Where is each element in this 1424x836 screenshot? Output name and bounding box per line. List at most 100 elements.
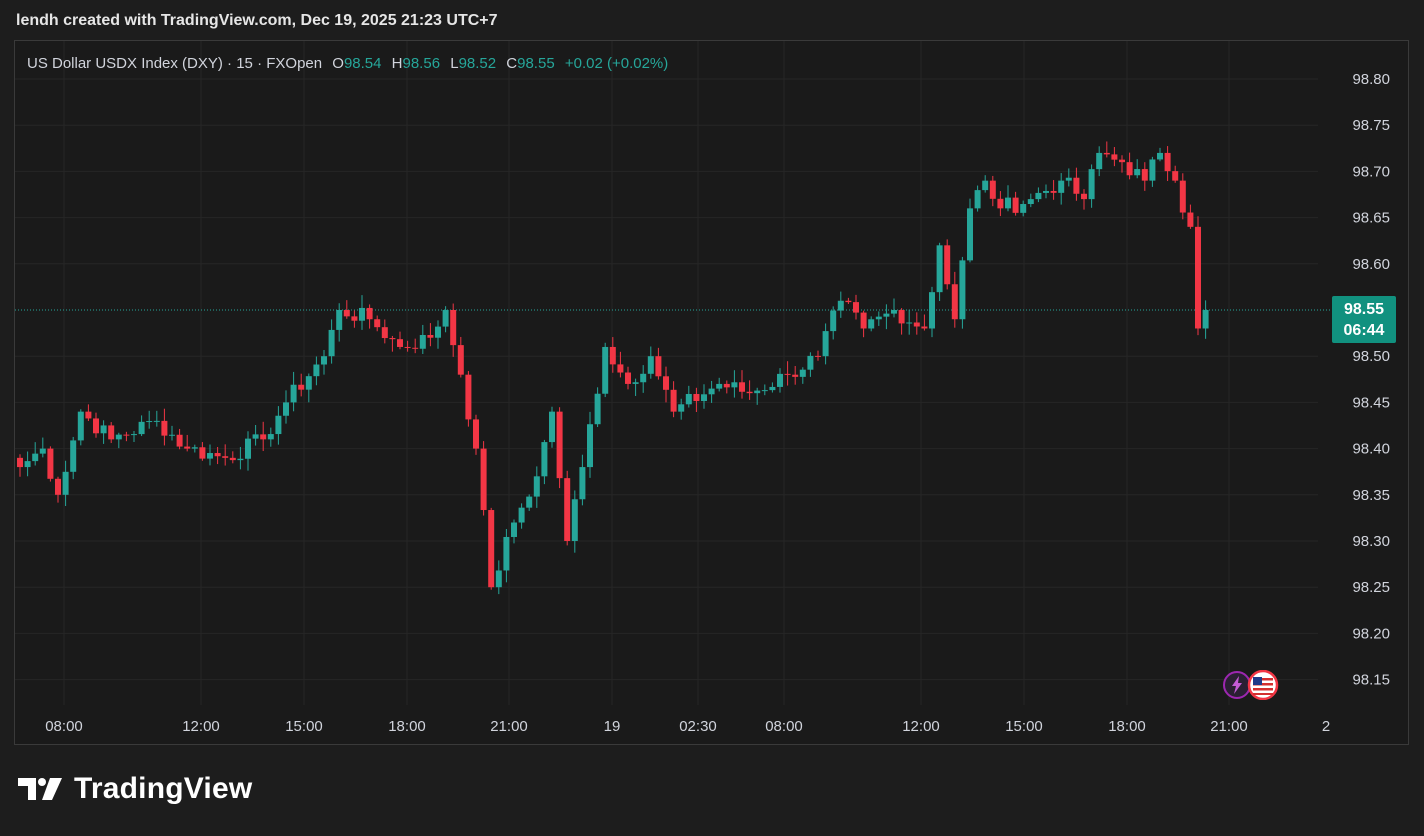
candle[interactable] bbox=[290, 371, 297, 412]
candle[interactable] bbox=[260, 421, 267, 452]
candle[interactable] bbox=[427, 323, 434, 347]
candle[interactable] bbox=[123, 431, 130, 442]
candle[interactable] bbox=[313, 356, 320, 386]
candle[interactable] bbox=[404, 340, 411, 352]
candle[interactable] bbox=[587, 411, 593, 478]
candle[interactable] bbox=[549, 406, 555, 448]
candle[interactable] bbox=[967, 198, 973, 263]
candle[interactable] bbox=[579, 454, 586, 506]
candle[interactable] bbox=[1088, 164, 1095, 208]
candle[interactable] bbox=[191, 444, 198, 453]
candle[interactable] bbox=[55, 476, 61, 503]
candle[interactable] bbox=[1065, 168, 1072, 187]
candle[interactable] bbox=[731, 370, 738, 398]
candle[interactable] bbox=[1073, 167, 1080, 201]
us-flag-icon[interactable] bbox=[1247, 669, 1279, 701]
candle[interactable] bbox=[723, 380, 730, 394]
candle[interactable] bbox=[32, 442, 39, 466]
candle[interactable] bbox=[39, 437, 46, 458]
candle[interactable] bbox=[169, 425, 175, 441]
candle[interactable] bbox=[1111, 147, 1118, 167]
candle[interactable] bbox=[526, 494, 533, 511]
candle[interactable] bbox=[853, 294, 859, 320]
candle[interactable] bbox=[701, 384, 707, 409]
candle[interactable] bbox=[24, 451, 31, 477]
candle[interactable] bbox=[541, 439, 548, 485]
candle[interactable] bbox=[229, 451, 236, 464]
candle[interactable] bbox=[1012, 191, 1019, 216]
candle[interactable] bbox=[792, 366, 799, 385]
economic-events[interactable] bbox=[1222, 669, 1282, 701]
candle[interactable] bbox=[419, 324, 426, 354]
candle[interactable] bbox=[1172, 165, 1179, 183]
candle[interactable] bbox=[176, 428, 183, 450]
candle[interactable] bbox=[837, 291, 844, 318]
candle[interactable] bbox=[214, 446, 221, 465]
candle[interactable] bbox=[412, 338, 419, 354]
candle[interactable] bbox=[921, 314, 928, 331]
candle[interactable] bbox=[381, 319, 388, 344]
candle[interactable] bbox=[754, 387, 761, 405]
candle[interactable] bbox=[625, 366, 631, 390]
candle[interactable] bbox=[906, 309, 913, 335]
candle[interactable] bbox=[891, 298, 897, 318]
candle[interactable] bbox=[784, 361, 791, 386]
candle[interactable] bbox=[1187, 204, 1194, 229]
candle[interactable] bbox=[153, 410, 160, 427]
candle[interactable] bbox=[450, 303, 457, 357]
candle[interactable] bbox=[959, 256, 966, 329]
candle[interactable] bbox=[518, 503, 525, 529]
candle[interactable] bbox=[321, 350, 327, 375]
candle[interactable] bbox=[488, 507, 495, 590]
candle[interactable] bbox=[1202, 300, 1209, 339]
candle[interactable] bbox=[457, 336, 464, 378]
candle[interactable] bbox=[161, 408, 168, 446]
candle[interactable] bbox=[252, 425, 259, 446]
candle[interactable] bbox=[1195, 216, 1201, 336]
candle[interactable] bbox=[1157, 147, 1163, 162]
candle[interactable] bbox=[533, 466, 540, 508]
tradingview-logo[interactable]: TradingView bbox=[18, 772, 252, 806]
candle[interactable] bbox=[663, 366, 669, 403]
candle[interactable] bbox=[974, 185, 981, 212]
candle[interactable] bbox=[245, 431, 251, 471]
candle[interactable] bbox=[883, 304, 890, 330]
candle[interactable] bbox=[77, 409, 84, 446]
candle[interactable] bbox=[868, 316, 875, 332]
candle[interactable] bbox=[17, 454, 23, 477]
candle[interactable] bbox=[199, 442, 206, 461]
candle[interactable] bbox=[1050, 180, 1057, 200]
candle[interactable] bbox=[207, 444, 213, 466]
candle[interactable] bbox=[571, 490, 578, 553]
candle[interactable] bbox=[564, 470, 571, 546]
candle[interactable] bbox=[503, 528, 510, 583]
candle[interactable] bbox=[1126, 152, 1133, 180]
candle[interactable] bbox=[602, 342, 609, 398]
candle[interactable] bbox=[511, 519, 517, 544]
candle[interactable] bbox=[397, 331, 403, 350]
candle[interactable] bbox=[85, 404, 92, 422]
candle[interactable] bbox=[929, 286, 935, 338]
candle[interactable] bbox=[222, 444, 229, 466]
candle[interactable] bbox=[617, 351, 624, 378]
candle[interactable] bbox=[1119, 155, 1125, 173]
candle[interactable] bbox=[1005, 185, 1011, 212]
candle[interactable] bbox=[936, 242, 943, 302]
candle[interactable] bbox=[336, 303, 343, 342]
candle[interactable] bbox=[708, 380, 715, 403]
candle[interactable] bbox=[442, 306, 449, 333]
candle[interactable] bbox=[761, 384, 768, 396]
candle[interactable] bbox=[298, 373, 305, 397]
candle[interactable] bbox=[1058, 173, 1065, 205]
candle[interactable] bbox=[777, 368, 783, 393]
candle[interactable] bbox=[131, 431, 137, 442]
candle[interactable] bbox=[184, 434, 191, 452]
candle[interactable] bbox=[670, 381, 677, 418]
candle[interactable] bbox=[898, 308, 905, 335]
candle[interactable] bbox=[640, 365, 647, 393]
candle[interactable] bbox=[594, 387, 601, 428]
candle[interactable] bbox=[275, 406, 282, 445]
candle[interactable] bbox=[799, 367, 806, 384]
candle[interactable] bbox=[1020, 200, 1027, 217]
candle[interactable] bbox=[830, 306, 837, 340]
